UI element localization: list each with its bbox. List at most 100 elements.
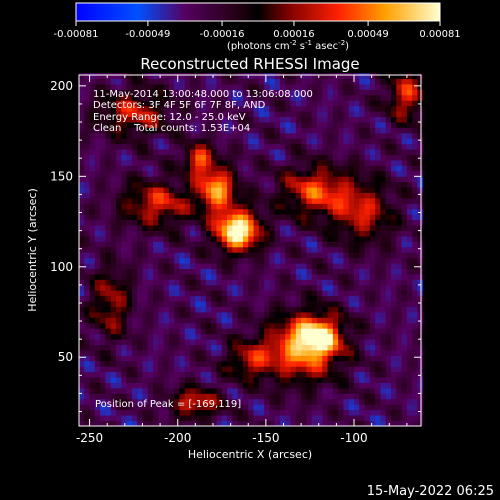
heatmap-cell bbox=[147, 225, 154, 231]
heatmap-cell bbox=[221, 274, 228, 280]
heatmap-cell bbox=[248, 371, 254, 378]
heatmap-cell bbox=[121, 94, 127, 101]
heatmap-cell bbox=[216, 127, 223, 134]
heatmap-cell bbox=[253, 230, 260, 237]
heatmap-cell bbox=[338, 371, 344, 378]
heatmap-cell bbox=[168, 176, 175, 183]
heatmap-cell bbox=[264, 176, 270, 183]
heatmap-cell bbox=[311, 377, 318, 383]
heatmap-cell bbox=[142, 295, 149, 302]
heatmap-cell bbox=[369, 176, 376, 183]
heatmap-cell bbox=[301, 78, 307, 85]
heatmap-cell bbox=[211, 355, 217, 362]
heatmap-cell bbox=[131, 219, 138, 226]
heatmap-cell bbox=[380, 382, 387, 389]
heatmap-cell bbox=[84, 187, 90, 194]
heatmap-cell bbox=[248, 355, 254, 362]
heatmap-cell bbox=[332, 415, 339, 421]
heatmap-cell bbox=[295, 208, 302, 215]
heatmap-cell bbox=[417, 127, 424, 134]
heatmap-cell bbox=[311, 94, 318, 101]
heatmap-cell bbox=[84, 203, 90, 210]
heatmap-cell bbox=[348, 105, 355, 112]
heatmap-cell bbox=[364, 111, 371, 118]
heatmap-cell bbox=[211, 143, 217, 150]
heatmap-cell bbox=[179, 290, 186, 297]
heatmap-cell bbox=[364, 415, 371, 421]
heatmap-cell bbox=[116, 127, 122, 134]
heatmap-cell bbox=[200, 355, 207, 362]
heatmap-cell bbox=[327, 127, 334, 134]
heatmap-cell bbox=[116, 154, 122, 161]
heatmap-cell bbox=[343, 274, 350, 280]
heatmap-cell bbox=[364, 312, 371, 318]
heatmap-cell bbox=[290, 393, 297, 400]
heatmap-cell bbox=[195, 94, 202, 101]
heatmap-cell bbox=[216, 290, 223, 297]
heatmap-cell bbox=[79, 350, 85, 356]
heatmap-cell bbox=[391, 360, 397, 367]
heatmap-cell bbox=[338, 312, 344, 318]
heatmap-cell bbox=[147, 274, 154, 280]
heatmap-cell bbox=[359, 105, 365, 112]
heatmap-cell bbox=[163, 388, 170, 394]
heatmap-cell bbox=[216, 388, 223, 394]
heatmap-cell bbox=[174, 301, 180, 307]
heatmap-cell bbox=[190, 192, 196, 199]
heatmap-cell bbox=[126, 181, 133, 188]
heatmap-cell bbox=[290, 317, 297, 324]
heatmap-cell bbox=[153, 339, 159, 345]
heatmap-cell bbox=[264, 312, 270, 318]
heatmap-cell bbox=[348, 252, 355, 259]
heatmap-cell bbox=[158, 208, 165, 215]
heatmap-cell bbox=[369, 236, 376, 242]
heatmap-cell bbox=[158, 252, 165, 259]
heatmap-cell bbox=[380, 420, 387, 427]
heatmap-cell bbox=[227, 322, 233, 329]
heatmap-cell bbox=[126, 219, 133, 226]
heatmap-cell bbox=[237, 360, 244, 367]
heatmap-cell bbox=[110, 328, 117, 335]
heatmap-cell bbox=[295, 377, 302, 383]
heatmap-cell bbox=[131, 116, 138, 123]
heatmap-cell bbox=[147, 203, 154, 210]
heatmap-cell bbox=[348, 382, 355, 389]
heatmap-cell bbox=[84, 241, 90, 248]
heatmap-cell bbox=[396, 176, 403, 183]
heatmap-cell bbox=[269, 360, 276, 367]
annotation-detectors: Detectors: 3F 4F 5F 6F 7F 8F, AND bbox=[93, 100, 266, 111]
heatmap-cell bbox=[163, 409, 170, 416]
heatmap-cell bbox=[375, 84, 381, 90]
heatmap-cell bbox=[232, 360, 239, 367]
heatmap-cell bbox=[84, 176, 90, 183]
heatmap-cell bbox=[89, 132, 96, 139]
heatmap-cell bbox=[126, 360, 133, 367]
heatmap-cell bbox=[406, 78, 413, 85]
heatmap-cell bbox=[269, 94, 276, 101]
heatmap-cell bbox=[401, 398, 408, 405]
heatmap-cell bbox=[401, 306, 408, 313]
heatmap-cell bbox=[290, 132, 297, 139]
heatmap-cell bbox=[147, 257, 154, 264]
heatmap-cell bbox=[158, 143, 165, 150]
heatmap-cell bbox=[105, 138, 112, 145]
heatmap-cell bbox=[301, 404, 307, 411]
heatmap-cell bbox=[184, 214, 191, 221]
heatmap-cell bbox=[163, 252, 170, 259]
heatmap-cell bbox=[105, 160, 112, 166]
heatmap-cell bbox=[137, 398, 143, 405]
heatmap-cell bbox=[401, 263, 408, 269]
heatmap-cell bbox=[232, 246, 239, 253]
heatmap-cell bbox=[301, 165, 307, 172]
heatmap-cell bbox=[211, 105, 217, 112]
heatmap-cell bbox=[137, 230, 143, 237]
heatmap-cell bbox=[105, 78, 112, 85]
heatmap-cell bbox=[248, 105, 254, 112]
heatmap-cell bbox=[354, 328, 360, 335]
heatmap-cell bbox=[174, 192, 180, 199]
heatmap-cell bbox=[369, 263, 376, 269]
heatmap-cell bbox=[195, 73, 202, 80]
heatmap-cell bbox=[269, 415, 276, 421]
heatmap-cell bbox=[89, 192, 96, 199]
heatmap-cell bbox=[380, 350, 387, 356]
